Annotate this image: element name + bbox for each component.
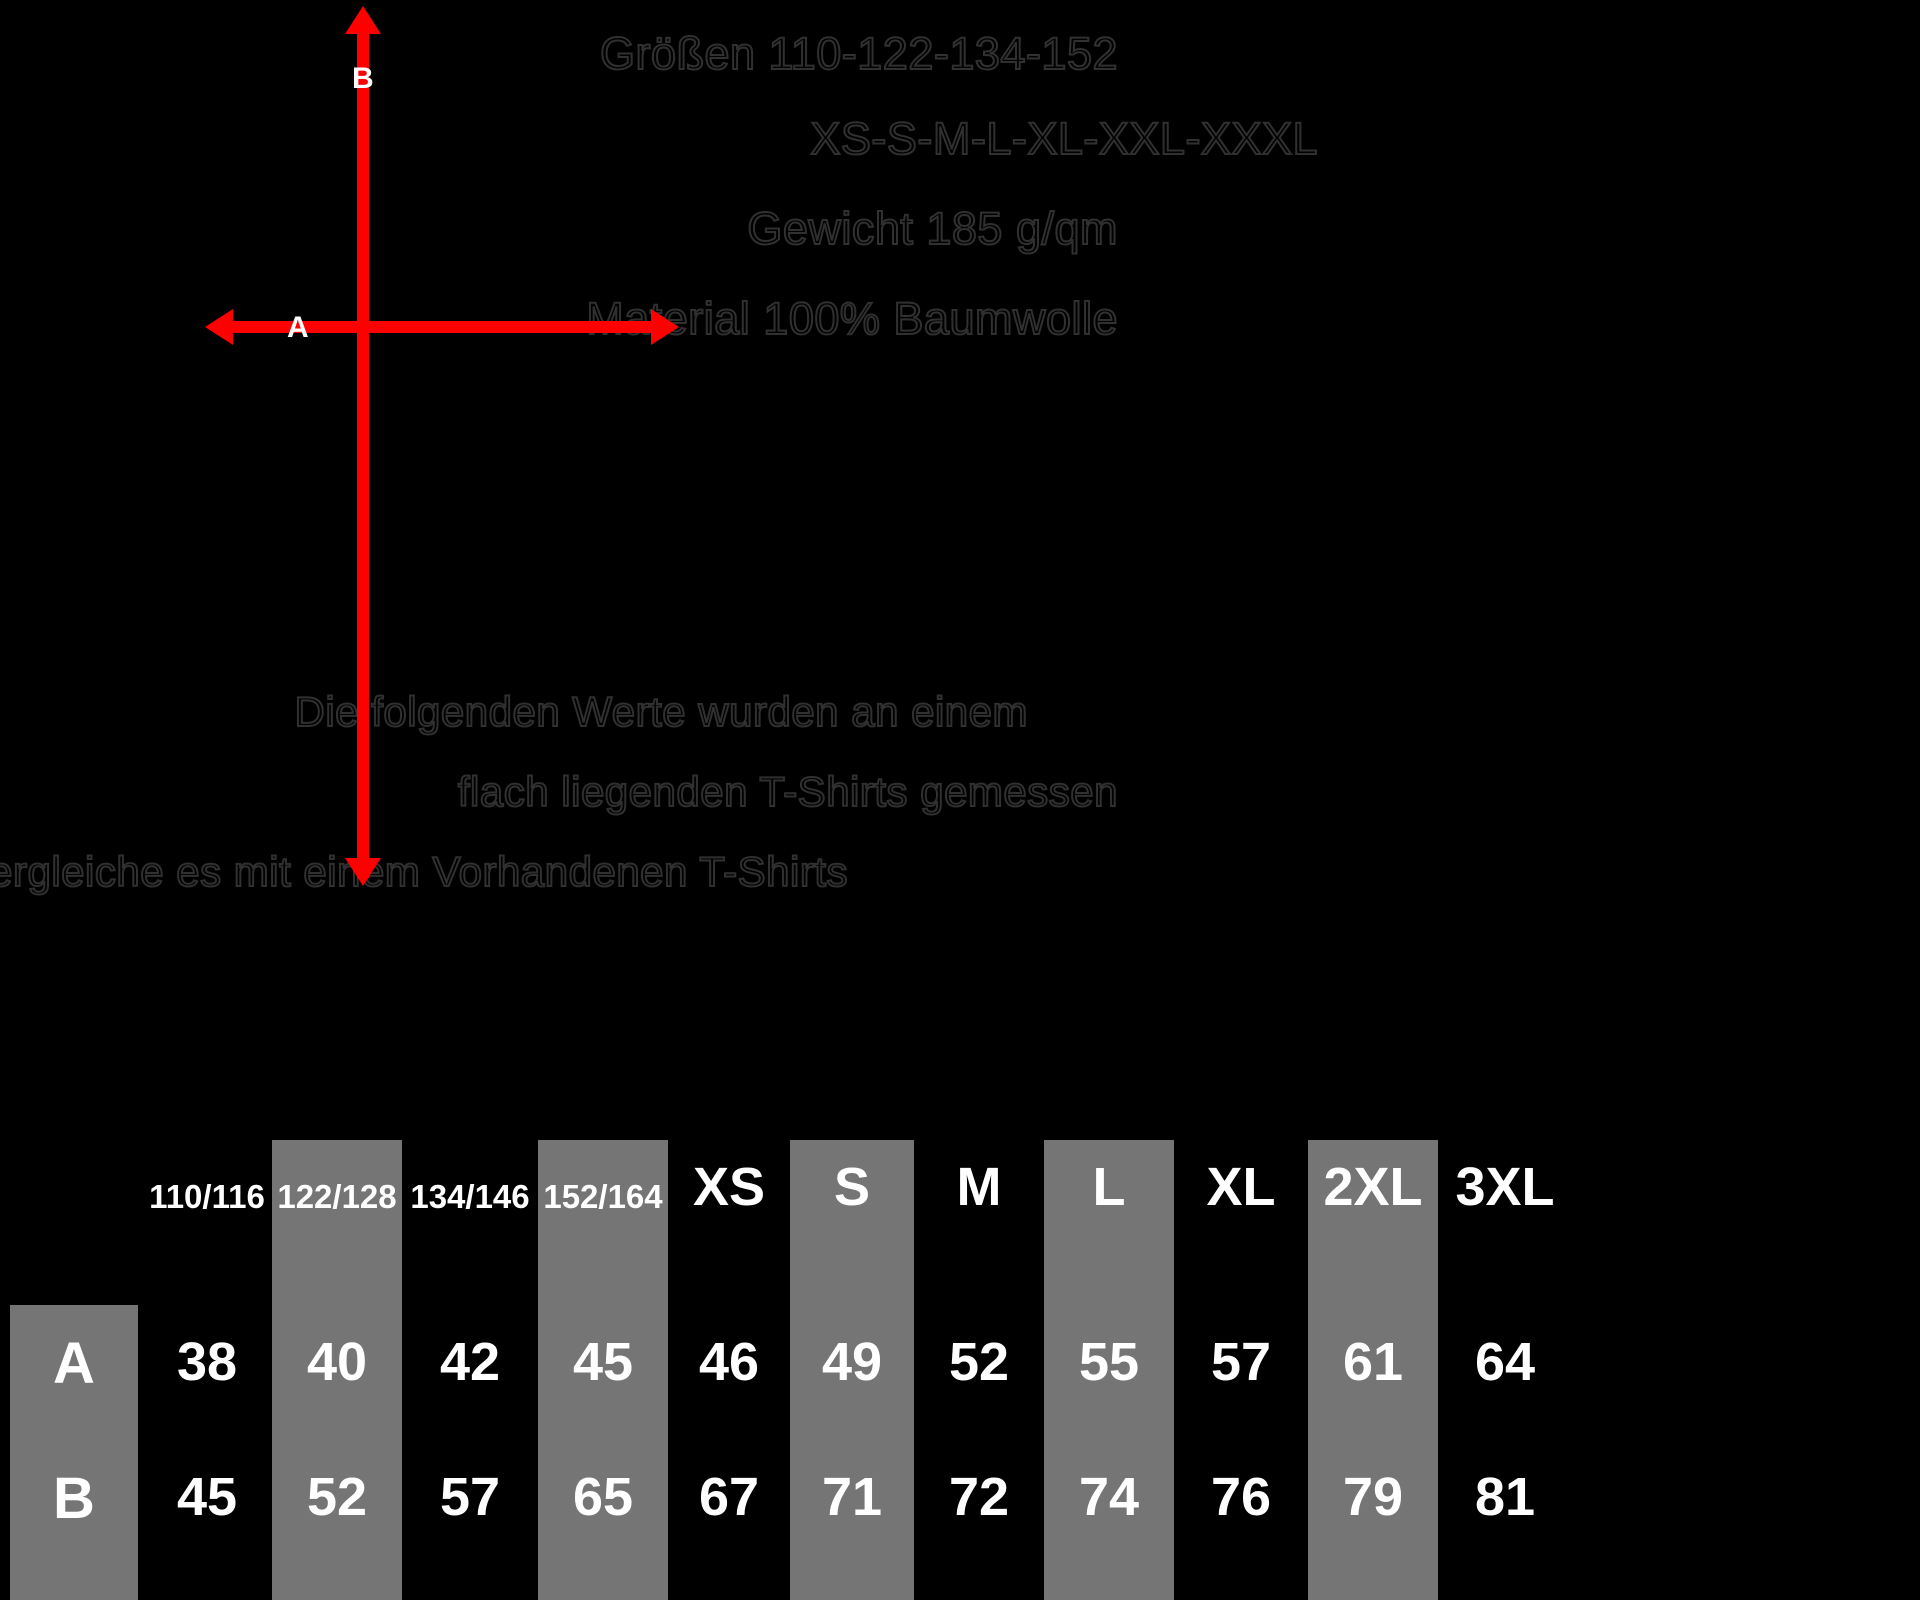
vertical-arrow-line	[357, 28, 369, 878]
measurement-a-value: 40	[306, 1332, 368, 1392]
measurement-b-value: 81	[1474, 1467, 1536, 1527]
measurement-a-value: 42	[439, 1332, 501, 1392]
size-header-label: XS	[692, 1157, 766, 1217]
size-column-m: M 52 72	[920, 1140, 1038, 1600]
measurement-b-value: 72	[948, 1467, 1010, 1527]
size-column-134-146: 134/146 42 57	[408, 1140, 532, 1600]
size-header-label: XL	[1206, 1157, 1276, 1217]
measurement-b-value: 71	[821, 1467, 883, 1527]
measurement-a-value: 64	[1474, 1332, 1536, 1392]
size-header-label: 2XL	[1323, 1157, 1423, 1217]
measurement-b-value: 74	[1078, 1467, 1140, 1527]
size-header-label: L	[1092, 1157, 1126, 1217]
size-column-xl: XL 57 76	[1180, 1140, 1302, 1600]
arrow-label-a: A	[287, 311, 309, 344]
measurement-b-value: 79	[1342, 1467, 1404, 1527]
size-header-label: 110/116	[149, 1178, 265, 1215]
size-column-152-164: 152/164 45 65	[538, 1140, 668, 1600]
size-header-label: 3XL	[1455, 1157, 1555, 1217]
spec-weight-text: Gewicht 185 g/qm	[746, 202, 1118, 255]
size-column-122-128: 122/128 40 52	[272, 1140, 402, 1600]
measurement-b-value: 65	[572, 1467, 634, 1527]
size-header-label: 122/128	[277, 1178, 397, 1215]
row-label-b: B	[53, 1466, 95, 1531]
arrow-label-b: B	[352, 62, 374, 95]
size-column-xs: XS 46 67	[674, 1140, 784, 1600]
size-column-2xl: 2XL 61 79	[1308, 1140, 1438, 1600]
size-header-label: S	[833, 1157, 871, 1217]
measurement-a-value: 57	[1210, 1332, 1272, 1392]
size-table: A B 110/116 38 45 122/128 40 52 134/146 42 57 152…	[0, 1140, 1920, 1600]
measurement-b-value: 57	[439, 1467, 501, 1527]
horizontal-arrow-line	[228, 321, 656, 333]
measurement-a-value: 52	[948, 1332, 1010, 1392]
spec-sizes-text: Größen 110-122-134-152	[599, 27, 1119, 80]
measurement-b-value: 45	[176, 1467, 238, 1527]
measurement-note-line-2: flach liegenden T-Shirts gemessen	[457, 767, 1119, 816]
size-column-3xl: 3XL 64 81	[1444, 1140, 1566, 1600]
row-label-a: A	[53, 1331, 95, 1396]
measurement-a-value: 49	[821, 1332, 883, 1392]
measurement-b-value: 52	[306, 1467, 368, 1527]
measurement-a-value: 45	[572, 1332, 634, 1392]
measurement-a-value: 46	[698, 1332, 760, 1392]
measurement-b-value: 67	[698, 1467, 760, 1527]
size-header-label: 152/164	[543, 1178, 663, 1215]
row-label-column: A B	[10, 1305, 138, 1600]
spec-letter-sizes-text: XS-S-M-L-XL-XXL-XXXL	[809, 112, 1318, 165]
size-column-110-116: 110/116 38 45	[148, 1140, 266, 1600]
measurement-a-value: 61	[1342, 1332, 1404, 1392]
size-header-label: M	[956, 1157, 1002, 1217]
arrow-right-head-icon	[651, 309, 679, 345]
measurement-note-line-1: Die folgenden Werte wurden an einem	[294, 687, 1029, 736]
size-header-label: 134/146	[410, 1178, 530, 1215]
measurement-b-value: 76	[1210, 1467, 1272, 1527]
size-column-s: S 49 71	[790, 1140, 914, 1600]
measurement-a-value: 38	[176, 1332, 238, 1392]
size-column-l: L 55 74	[1044, 1140, 1174, 1600]
measurement-note-line-3: Vergleiche es mit einem Vorhandenen T-Sh…	[0, 847, 849, 896]
arrow-down-head-icon	[345, 858, 381, 886]
measurement-a-value: 55	[1078, 1332, 1140, 1392]
